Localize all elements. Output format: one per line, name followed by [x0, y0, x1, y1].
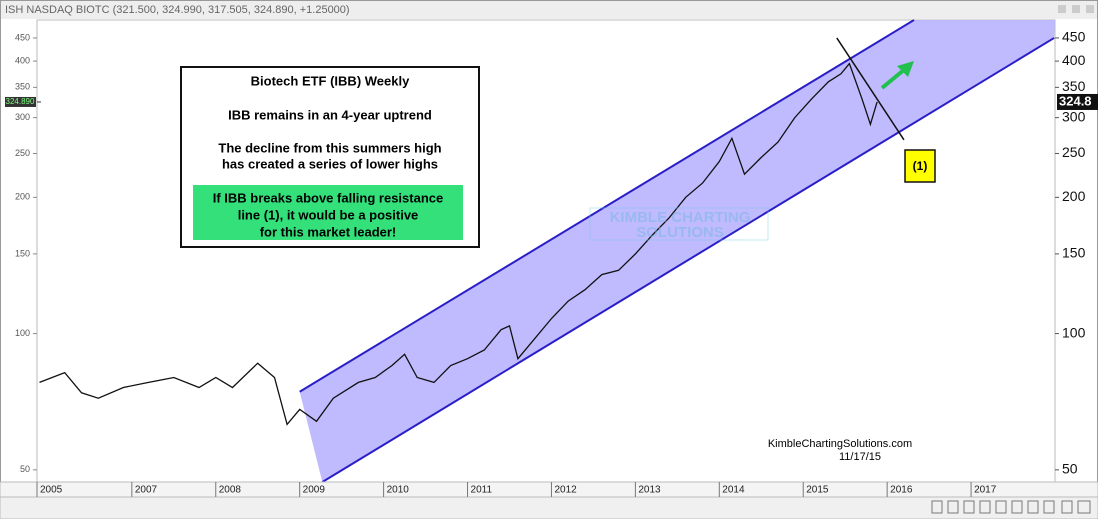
- credit: KimbleChartingSolutions.com: [768, 438, 912, 450]
- y-tick-label: 450: [15, 32, 30, 42]
- highlight-line: If IBB breaks above falling resistance: [213, 190, 443, 205]
- x-tick-label: 2016: [890, 485, 913, 496]
- annotation-line: has created a series of lower highs: [222, 156, 438, 171]
- callout-box: [904, 149, 936, 183]
- watermark: KIMBLE CHARTING SOLUTIONS: [589, 207, 769, 241]
- toolbar-icons: [931, 500, 1091, 514]
- button[interactable]: [1086, 5, 1094, 13]
- y2-tick-label: 400: [1062, 52, 1086, 68]
- last-price-label: 324.8: [1059, 93, 1092, 108]
- x-tick-label: 2010: [387, 485, 410, 496]
- y2-tick-label: 250: [1062, 144, 1086, 160]
- last-price-tag: [1057, 93, 1098, 110]
- annotation-title: Biotech ETF (IBB) Weekly: [251, 73, 410, 88]
- channel-line: [299, 19, 915, 393]
- x-tick-label: 2014: [722, 485, 745, 496]
- watermark-text: SOLUTIONS: [636, 224, 724, 241]
- icon[interactable]: [1043, 500, 1055, 514]
- arrow-shaft: [880, 67, 907, 90]
- y-tick-label: 350: [15, 82, 30, 92]
- x-tick-label: 2005: [40, 485, 63, 496]
- y-tick-label: 150: [15, 248, 30, 258]
- x-tick-label: 2015: [806, 485, 829, 496]
- y-tick-label: 300: [15, 112, 30, 122]
- y2-tick-label: 350: [1062, 78, 1086, 94]
- icon[interactable]: [995, 500, 1007, 514]
- annotation-line: The decline from this summers high: [218, 140, 441, 155]
- channel-fill: [299, 20, 1055, 482]
- window-buttons: [1058, 5, 1094, 13]
- icon[interactable]: [947, 500, 959, 514]
- icon[interactable]: [1027, 500, 1039, 514]
- watermark-frame: [589, 207, 769, 241]
- highlight-line: for this market leader!: [260, 224, 397, 239]
- last-price-label: 324.890: [6, 97, 35, 106]
- resistance-line: [836, 37, 905, 141]
- y-tick-label: 250: [15, 148, 30, 158]
- toolbar: [0, 496, 1098, 519]
- channel-layer: [299, 20, 1055, 482]
- icon[interactable]: [979, 500, 991, 514]
- axis-layer: 50 50 100 100 150 150 200 200 250 250 300 300 350 350…: [5, 29, 1098, 497]
- highlight-box: [193, 185, 463, 240]
- y-tick-label: 100: [15, 328, 30, 338]
- button[interactable]: [1058, 5, 1066, 13]
- watermark-text: KIMBLE CHARTING: [610, 209, 751, 226]
- y-tick-label: 400: [15, 55, 30, 65]
- y2-tick-label: 50: [1062, 461, 1078, 477]
- x-axis-bar: [0, 481, 1098, 498]
- y-tick-label: 200: [15, 192, 30, 202]
- x-tick-label: 2009: [303, 485, 326, 496]
- y2-tick-label: 300: [1062, 108, 1086, 124]
- icon[interactable]: [1077, 500, 1091, 514]
- y2-tick-label: 200: [1062, 188, 1086, 204]
- price-line: [39, 62, 878, 426]
- button[interactable]: [1072, 5, 1080, 13]
- x-tick-label: 2012: [554, 485, 577, 496]
- highlight-line: line (1), it would be a positive: [238, 207, 419, 222]
- annotation-box: Biotech ETF (IBB) Weekly IBB remains in …: [180, 66, 480, 248]
- x-tick-label: 2017: [974, 485, 997, 496]
- x-tick-label: 2011: [471, 485, 493, 496]
- x-tick-label: 2008: [219, 485, 242, 496]
- callout-label: (1): [913, 159, 928, 173]
- data-layer: [39, 19, 1055, 483]
- y2-tick-label: 150: [1062, 245, 1086, 261]
- y2-tick-label: 100: [1062, 324, 1086, 340]
- channel-line: [321, 37, 1055, 483]
- x-tick-label: 2007: [135, 485, 158, 496]
- annotation-line: IBB remains in an 4-year uptrend: [228, 107, 432, 122]
- arrow-head: [897, 61, 914, 77]
- y2-tick-label: 450: [1062, 29, 1086, 45]
- x-tick-label: 2013: [638, 485, 661, 496]
- last-price-tag: [5, 96, 36, 107]
- credit-date: 11/17/15: [839, 451, 881, 463]
- icon[interactable]: [1011, 500, 1023, 514]
- icon[interactable]: [1061, 500, 1073, 514]
- header-text: ISH NASDAQ BIOTC (321.500, 324.990, 317.…: [5, 4, 350, 16]
- y-tick-label: 50: [20, 464, 30, 474]
- icon[interactable]: [963, 500, 975, 514]
- icon[interactable]: [931, 500, 943, 514]
- header-bar: [1, 1, 1097, 19]
- up-arrow: [880, 61, 914, 90]
